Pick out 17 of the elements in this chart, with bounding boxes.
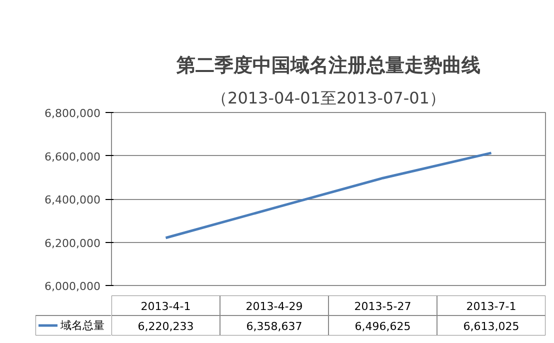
data-label: 6,358,637: [246, 320, 302, 333]
x-tick-label: 2013-4-1: [140, 300, 191, 313]
y-tick-label: 6,200,000: [44, 236, 100, 250]
data-label: 6,496,625: [354, 320, 411, 333]
data-label: 6,220,233: [138, 320, 194, 333]
y-tick-label: 6,600,000: [44, 150, 100, 164]
x-tick-label: 2013-4-29: [246, 300, 303, 313]
x-tick-label: 2013-5-27: [354, 300, 412, 313]
legend-label: 域名总量: [60, 319, 104, 332]
y-tick-label: 6,400,000: [44, 194, 100, 206]
x-tick-label: 2013-7-1: [466, 300, 516, 313]
line-series: [164, 152, 492, 240]
data-label: 6,613,025: [463, 320, 520, 333]
y-tick-label: 6,800,000: [44, 107, 100, 120]
chart-title: 第二季度中国域名注册总量走势曲线: [176, 54, 480, 76]
y-tick-label: 6,000,000: [44, 280, 100, 293]
chart-subtitle: （2013-04-01至2013-07-01）: [212, 88, 446, 108]
